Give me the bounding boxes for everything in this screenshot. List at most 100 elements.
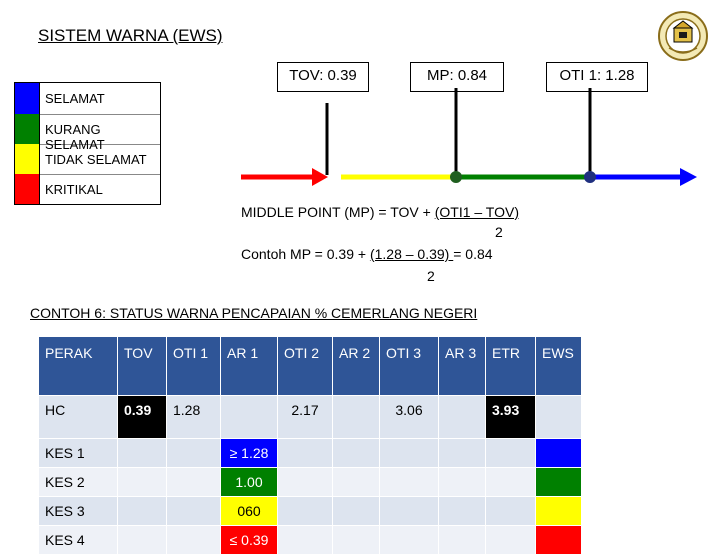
legend-item-tidak-selamat: TIDAK SELAMAT: [15, 144, 160, 175]
oti2-value: 2.17: [277, 395, 333, 439]
column-header: AR 3: [438, 336, 486, 396]
color-legend: SELAMAT KURANG SELAMAT TIDAK SELAMAT KRI…: [14, 82, 161, 205]
row-label: KES 4: [38, 525, 118, 555]
ar1-value: [220, 395, 278, 439]
table-cell: [485, 525, 536, 555]
table-cell: [332, 525, 380, 555]
table-cell: [485, 467, 536, 497]
table-cell: [485, 496, 536, 526]
table-header-row: PERAK TOV OTI 1 AR 1 OTI 2 AR 2 OTI 3 AR…: [38, 336, 582, 396]
tov-callout: TOV: 0.39: [277, 62, 369, 92]
table-cell: [117, 496, 167, 526]
ews-color-cell: [535, 467, 582, 497]
table-cell: [379, 438, 439, 468]
ews-value: [535, 395, 582, 439]
legend-label: KURANG SELAMAT: [45, 122, 105, 152]
table-cell: [166, 438, 221, 468]
legend-swatch: [15, 114, 40, 144]
section-heading: CONTOH 6: STATUS WARNA PENCAPAIAN % CEME…: [30, 305, 478, 321]
table-cell: [379, 496, 439, 526]
table-row-kes-3: KES 3 060: [38, 496, 582, 526]
row-label: KES 1: [38, 438, 118, 468]
column-header: OTI 3: [379, 336, 439, 396]
table-row-hc: HC 0.39 1.28 2.17 3.06 3.93: [38, 395, 582, 439]
table-cell: [117, 525, 167, 555]
table-cell: [485, 438, 536, 468]
table-cell: [277, 496, 333, 526]
table-cell: [438, 525, 486, 555]
formula-text: Contoh MP = 0.39 +: [241, 246, 370, 262]
table-cell: [438, 467, 486, 497]
table-row-kes-1: KES 1 ≥ 1.28: [38, 438, 582, 468]
ar3-value: [438, 395, 486, 439]
legend-item-selamat: SELAMAT: [15, 83, 160, 115]
row-label: HC: [38, 395, 118, 439]
ar1-value: 060: [220, 496, 278, 526]
table-cell: [379, 525, 439, 555]
table-cell: [277, 525, 333, 555]
oti1-callout: OTI 1: 1.28: [546, 62, 648, 92]
ar2-value: [332, 395, 380, 439]
color-scale-arrow: [241, 88, 697, 186]
legend-item-kritikal: KRITIKAL: [15, 174, 160, 204]
ar1-value: ≤ 0.39: [220, 525, 278, 555]
red-arrowhead: [312, 168, 328, 186]
table-cell: [277, 438, 333, 468]
page-title: SISTEM WARNA (EWS): [38, 26, 223, 45]
formula-result: = 0.84: [453, 246, 493, 262]
table-cell: [117, 438, 167, 468]
formula-line-2: Contoh MP = 0.39 + (1.28 – 0.39) = 0.84: [241, 246, 493, 262]
table-cell: [332, 467, 380, 497]
table-cell: [277, 467, 333, 497]
legend-label: SELAMAT: [45, 91, 105, 106]
formula-text: MIDDLE POINT (MP) = TOV +: [241, 204, 435, 220]
row-label: KES 3: [38, 496, 118, 526]
ar1-value: ≥ 1.28: [220, 438, 278, 468]
table-cell: [379, 467, 439, 497]
table-cell: [166, 467, 221, 497]
table-cell: [117, 467, 167, 497]
legend-label: KRITIKAL: [45, 182, 103, 197]
mp-callout: MP: 0.84: [410, 62, 504, 92]
legend-label: TIDAK SELAMAT: [45, 152, 147, 167]
legend-item-kurang-selamat: KURANG SELAMAT: [15, 114, 160, 152]
legend-swatch: [15, 174, 40, 204]
crest-logo-icon: [658, 11, 708, 61]
status-table: PERAK TOV OTI 1 AR 1 OTI 2 AR 2 OTI 3 AR…: [38, 336, 582, 555]
ews-color-cell: [535, 525, 582, 555]
formula-denominator-2: 2: [427, 268, 435, 284]
table-cell: [166, 496, 221, 526]
ews-color-cell: [535, 496, 582, 526]
column-header: AR 1: [220, 336, 278, 396]
column-header: OTI 1: [166, 336, 221, 396]
ar1-value: 1.00: [220, 467, 278, 497]
column-header: OTI 2: [277, 336, 333, 396]
table-cell: [166, 525, 221, 555]
tov-value: 0.39: [117, 395, 167, 439]
legend-swatch: [15, 83, 40, 114]
oti1-marker: [584, 171, 596, 183]
oti1-value: 1.28: [166, 395, 221, 439]
column-header: PERAK: [38, 336, 118, 396]
formula-numerator: (1.28 – 0.39): [369, 246, 454, 262]
table-row-kes-2: KES 2 1.00: [38, 467, 582, 497]
formula-denominator-1: 2: [495, 224, 503, 240]
table-cell: [438, 438, 486, 468]
etr-value: 3.93: [485, 395, 536, 439]
table-cell: [438, 496, 486, 526]
column-header: ETR: [485, 336, 536, 396]
blue-arrowhead: [680, 168, 697, 186]
column-header: EWS: [535, 336, 582, 396]
formula-numerator: (OTI1 – TOV): [434, 204, 519, 220]
ews-color-cell: [535, 438, 582, 468]
legend-swatch: [15, 144, 40, 174]
oti3-value: 3.06: [379, 395, 439, 439]
column-header: AR 2: [332, 336, 380, 396]
column-header: TOV: [117, 336, 167, 396]
table-cell: [332, 438, 380, 468]
formula-line-1: MIDDLE POINT (MP) = TOV + (OTI1 – TOV): [241, 204, 519, 220]
table-cell: [332, 496, 380, 526]
mp-marker: [450, 171, 462, 183]
table-row-kes-4: KES 4 ≤ 0.39: [38, 525, 582, 555]
row-label: KES 2: [38, 467, 118, 497]
